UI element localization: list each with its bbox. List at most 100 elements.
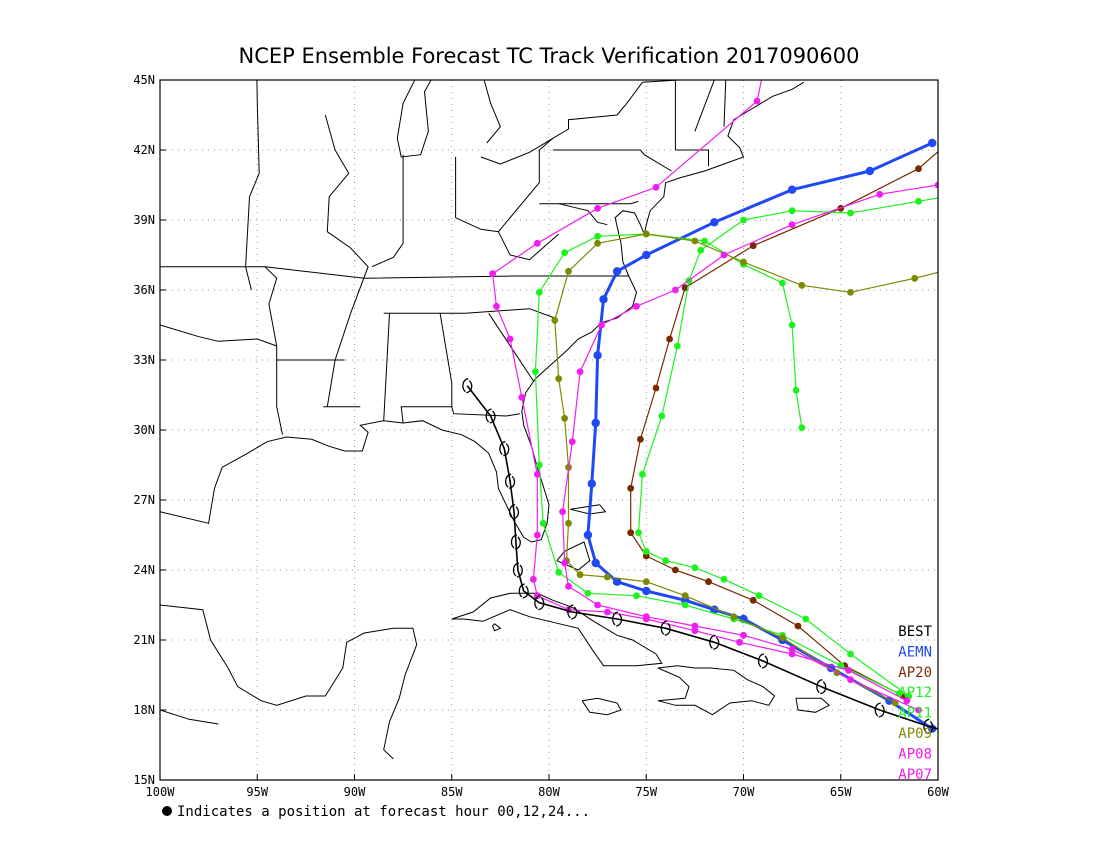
x-tick-label: 75W — [635, 785, 657, 799]
y-tick-label: 27N — [133, 493, 155, 507]
best-track-storm-symbol — [510, 534, 521, 550]
track-point-ap07 — [740, 631, 747, 639]
track-point-aemn — [599, 295, 608, 304]
track-point-ap12 — [639, 470, 646, 478]
track-point-ap12 — [662, 557, 670, 565]
track-point-ap20 — [672, 566, 679, 574]
track-point-ap07 — [691, 622, 699, 630]
track-point-ap09 — [603, 573, 611, 581]
map-boundary — [245, 80, 260, 291]
map-boundary — [556, 541, 591, 571]
map-boundary — [451, 592, 663, 667]
track-point-ap09 — [551, 316, 559, 324]
map-boundary — [160, 266, 629, 279]
track-point-ap12 — [635, 529, 642, 537]
track-point-ap11 — [584, 589, 592, 597]
best-track-storm-symbol — [518, 583, 529, 599]
map-boundary — [451, 406, 520, 417]
map-title: NCEP Ensemble Forecast TC Track Verifica… — [238, 44, 859, 68]
footnote: Indicates a position at forecast hour 00… — [177, 804, 590, 820]
track-point-ap11 — [633, 592, 640, 600]
track-point-ap20 — [749, 596, 757, 604]
track-point-ap09 — [565, 519, 572, 527]
track-point-ap11 — [535, 288, 543, 296]
y-tick-label: 42N — [133, 143, 155, 157]
track-point-ap07 — [934, 181, 938, 189]
track-point-ap12 — [788, 207, 796, 215]
track-point-ap09 — [847, 288, 854, 296]
legend-entry-ap07: AP07 — [898, 767, 932, 783]
track-line-aemn — [586, 141, 934, 730]
track-point-aemn — [642, 250, 651, 260]
track-line-ap07 — [561, 184, 938, 711]
track-point-ap12 — [915, 197, 922, 205]
legend-entry-ap12: AP12 — [898, 685, 932, 701]
track-point-aemn — [583, 530, 593, 540]
track-line-best — [466, 385, 938, 730]
track-line-ap09 — [554, 233, 938, 704]
track-point-aemn — [710, 218, 719, 227]
track-point-aemn — [593, 351, 602, 360]
map-boundary — [497, 231, 560, 261]
map-boundary — [400, 313, 453, 424]
track-point-ap20 — [915, 165, 922, 173]
track-point-ap08 — [530, 575, 537, 583]
map-boundary — [160, 324, 277, 347]
track-point-ap09 — [576, 571, 584, 579]
track-point-aemn — [642, 586, 651, 596]
track-point-ap11 — [701, 237, 708, 245]
track-point-aemn — [587, 479, 596, 488]
y-tick-label: 21N — [133, 633, 155, 647]
map-boundary — [657, 665, 776, 716]
map-boundary — [160, 709, 219, 725]
map-boundary — [383, 308, 555, 319]
y-tick-label: 24N — [133, 563, 155, 577]
track-point-ap12 — [697, 246, 705, 254]
track-point-ap07 — [594, 601, 601, 609]
y-tick-label: 36N — [133, 283, 155, 297]
best-track-storm-symbol — [757, 653, 769, 669]
best-track-storm-symbol — [512, 562, 523, 578]
best-track-storm-symbol — [485, 408, 496, 424]
footnote-marker — [162, 806, 172, 816]
track-point-ap12 — [720, 575, 728, 583]
track-point-ap11 — [788, 321, 796, 329]
track-point-ap08 — [506, 335, 514, 343]
track-point-ap12 — [740, 216, 747, 224]
track-point-ap07 — [672, 286, 679, 294]
map-boundary — [160, 81, 805, 543]
track-point-ap09 — [555, 375, 563, 383]
track-point-ap09 — [891, 699, 899, 707]
track-point-ap12 — [674, 342, 681, 350]
best-track-storm-symbol — [660, 620, 671, 636]
map-boundary — [483, 80, 501, 144]
y-tick-label: 33N — [133, 353, 155, 367]
legend-entry-ap09: AP09 — [898, 726, 932, 742]
track-point-ap08 — [736, 638, 743, 646]
map-boundary — [558, 203, 608, 226]
track-point-ap08 — [691, 627, 699, 635]
track-line-ap20 — [630, 150, 938, 697]
legend: BEST AEMN AP20 AP12 AP11 AP09 AP08 AP07 — [898, 624, 932, 783]
track-point-ap07 — [915, 706, 922, 714]
track-point-ap11 — [779, 279, 786, 287]
map-boundary — [324, 114, 369, 407]
y-tick-label: 18N — [133, 703, 155, 717]
track-point-ap07 — [642, 613, 650, 621]
best-track-storm-symbol — [567, 604, 578, 620]
track-point-ap20 — [637, 435, 644, 443]
map-boundary — [694, 80, 715, 132]
track-best — [462, 378, 938, 734]
map-boundary — [396, 80, 432, 158]
track-point-ap07 — [559, 508, 566, 516]
track-point-ap08 — [769, 23, 776, 30]
track-point-ap11 — [681, 601, 689, 609]
track-point-ap09 — [642, 230, 650, 238]
best-track-storm-symbol — [508, 504, 520, 520]
track-point-ap07 — [720, 251, 728, 259]
legend-entry-ap08: AP08 — [898, 746, 932, 762]
map-boundary — [552, 149, 672, 172]
track-point-ap12 — [847, 650, 854, 658]
legend-entry-aemn: AEMN — [898, 644, 932, 660]
